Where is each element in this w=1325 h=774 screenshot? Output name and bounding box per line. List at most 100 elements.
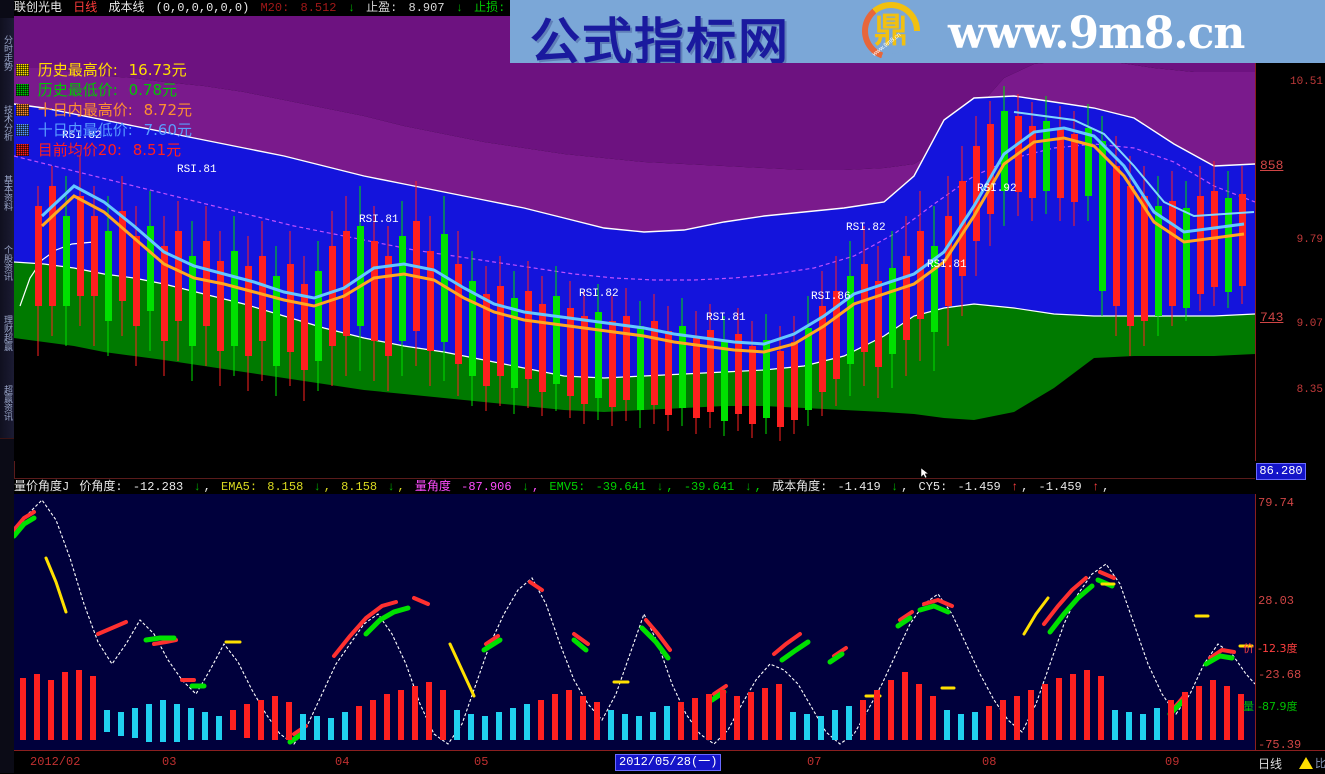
volume-bars [20,670,1244,742]
axis-tick: -23.68 [1258,668,1302,682]
candlestick-series [35,86,1246,441]
rail-tab-label: 技术分析 [3,105,13,141]
time-label: 07 [807,755,822,769]
price-axis-secondary: 10.51 9.79 9.07 8.35 [1290,16,1325,461]
selected-date-badge: 2012/05/28(一) [615,754,722,771]
left-tab-rail[interactable]: 分时走势 技术分析 基本资料 个股资讯 理财超赢 超赢资讯 [0,0,15,773]
price-angle-degree-value: -12.3度 [1258,642,1298,655]
price-angle-label: 价角度: [79,480,123,494]
stock-name[interactable]: 联创光电 [14,1,63,15]
indicator-title[interactable]: 量价角度J [14,480,70,494]
time-label: 04 [335,755,350,769]
axis-tick: 858 [1260,158,1284,173]
rsi-marker-group: RSI.82 RSI.81 RSI.81 RSI.82 RSI.81 RSI.8… [62,130,1017,324]
legend-label: 十日内最低价: [37,121,133,139]
axis-subtick: 9.07 [1296,318,1323,330]
rail-tab-label: 基本资料 [3,175,13,211]
indicator-axis-spacer [1303,494,1325,750]
rail-tab-label: 理财超赢 [3,315,13,351]
m20-value: 8.512 [300,1,337,15]
logo-glyph: 鼎 [874,11,908,51]
m20-label: M20: [260,1,290,15]
vol-angle-value: -87.906 [461,480,512,494]
takeprofit-label: 止盈: [366,1,398,15]
indicator-name[interactable]: 成本线 [108,1,145,15]
cy5-value-1: -1.459 [957,480,1001,494]
watermark-banner: 公式指标网 鼎 www.9m8.cn www.9m8.cn [510,0,1325,63]
time-label: 08 [982,755,997,769]
arrow-down-icon: ↓ [455,1,463,15]
rail-tab-label: 个股资讯 [3,245,13,281]
legend-label: 目前均价20: [37,141,122,159]
emv5-value-1: -39.641 [595,480,647,494]
banner-url: www.9m8.cn [948,8,1245,59]
rail-tab-4[interactable]: 理财超赢 [0,298,14,369]
rail-tab-1[interactable]: 技术分析 [0,88,14,159]
time-label: 05 [474,755,489,769]
legend-row: 十日内最低价: 7.60元 [16,120,192,140]
indicator-chart-panel[interactable] [14,494,1255,750]
ma-secondary-line [1013,111,1255,218]
arrow-down-icon: ↓ [890,480,899,494]
price-angle-marker-text: 价 [1243,642,1254,655]
period-status-label[interactable]: 日线 [1258,757,1283,771]
last-price-badge: 86.280 [1256,463,1306,480]
axis-tick: 79.74 [1258,496,1295,510]
price-chart-panel[interactable]: RSI.82 RSI.81 RSI.81 RSI.82 RSI.81 RSI.8… [14,16,1255,461]
price-angle-marker-value: -12.3度 [1258,640,1297,656]
legend-row: 十日内最高价: 8.72元 [16,100,192,120]
legend-value: 16.73元 [128,61,187,79]
arrow-up-icon: ↑ [1091,480,1100,494]
price-angle-value: -12.283 [132,480,184,494]
svg-text:RSI.81: RSI.81 [177,164,217,176]
svg-text:RSI.81: RSI.81 [927,259,967,271]
lower-band-green [14,262,1255,420]
ratio-label: 比 [1315,758,1325,770]
vol-angle-label: 量角度 [414,480,451,494]
arrow-up-icon: ↑ [1010,480,1019,494]
legend-value: 7.60元 [143,121,193,139]
price-angle-marker-label: 价 [1243,640,1254,656]
indicator-info-bar: 量价角度J 价角度: -12.283 ↓, EMA5: 8.158 ↓, 8.1… [14,478,1255,495]
axis-tick: -75.39 [1258,738,1302,752]
legend-label: 历史最高价: [37,61,118,79]
price-legend: 历史最高价: 16.73元 历史最低价: 0.78元 十日内最高价: 8.72元… [16,60,192,160]
ma-orange-line [40,136,1245,354]
indicator-chart-svg [14,494,1255,750]
legend-swatch [16,144,29,156]
vol-angle-marker-label: 量 [1243,698,1254,714]
ma-lightblue-line [40,126,1245,346]
cost-angle-label: 成本角度: [772,480,828,494]
site-logo: 鼎 www.9m8.cn [862,2,920,60]
mouse-cursor [921,468,930,478]
cy5-value-2: -1.459 [1038,480,1082,494]
axis-subtick: 8.35 [1296,384,1323,396]
arrow-down-icon: ↓ [313,480,321,494]
rail-tab-3[interactable]: 个股资讯 [0,228,14,299]
arrow-down-icon: ↓ [193,480,201,494]
rail-tab-5[interactable]: 超赢资讯 [0,368,14,439]
ema5-label: EMA5: [221,480,258,494]
upper-band-purple-fill [14,60,1255,232]
legend-swatch [16,84,29,96]
price-axis-right[interactable]: 858 743 [1255,16,1305,461]
status-bar[interactable]: 日线 比 [1255,750,1325,774]
legend-swatch [16,64,29,76]
svg-text:RSI.81: RSI.81 [706,312,746,324]
rail-tab-0[interactable]: 分时走势 [0,18,14,89]
legend-value: 8.72元 [143,101,193,119]
indicator-axis-right[interactable]: 79.74 28.03 -23.68 -75.39 [1255,494,1305,752]
arrow-down-icon: ↓ [744,480,752,494]
ema5-value-1: 8.158 [267,480,304,494]
svg-text:RSI.86: RSI.86 [811,291,851,303]
vol-angle-marker-value: -87.9度 [1258,698,1297,714]
time-axis[interactable]: 2012/02 03 04 05 2012/05/28(一) 07 08 09 [14,750,1255,774]
svg-text:RSI.82: RSI.82 [846,222,886,234]
legend-label: 历史最低价: [37,81,118,99]
ema5-value-2: 8.158 [341,480,378,494]
time-label: 2012/02 [30,755,81,769]
period-label[interactable]: 日线 [73,1,98,15]
rail-tab-2[interactable]: 基本资料 [0,158,14,229]
axis-subtick: 9.79 [1296,234,1323,246]
time-label: 09 [1165,755,1180,769]
